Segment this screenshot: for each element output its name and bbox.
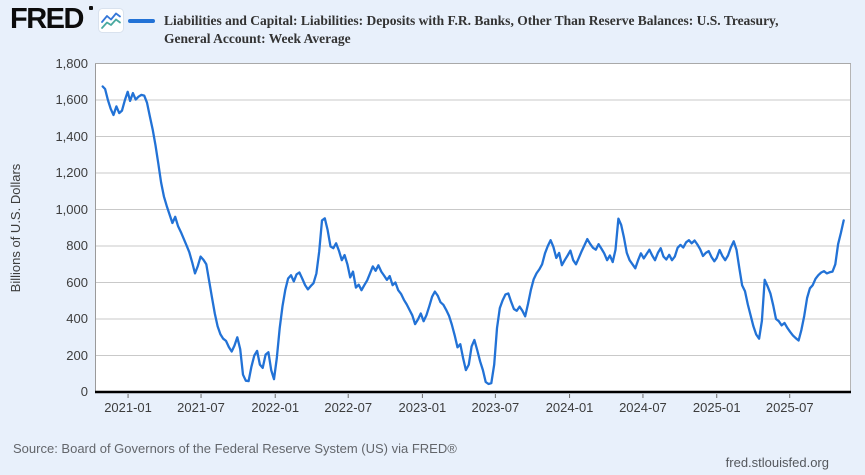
chart-legend: Liabilities and Capital: Liabilities: De… (128, 12, 778, 47)
series-line[interactable] (101, 85, 845, 386)
series-title: Liabilities and Capital: Liabilities: De… (164, 12, 778, 47)
series-title-line2: General Account: Week Average (164, 30, 351, 46)
plot-background (95, 63, 851, 393)
x-tick-label-2024-07: 2024-07 (619, 400, 667, 415)
y-tick-label-600: 600 (66, 274, 88, 290)
y-tick-label-1800: 1,800 (55, 55, 88, 71)
y-tick-label-800: 800 (66, 238, 88, 253)
fred-logo-text: FRED (10, 3, 84, 35)
legend-line-swatch (128, 19, 155, 23)
x-tick-label-2021-07: 2021-07 (177, 400, 225, 415)
source-note: Source: Board of Governors of the Federa… (13, 441, 457, 456)
series-title-line1: Liabilities and Capital: Liabilities: De… (164, 13, 779, 28)
fred-logo[interactable]: FRED (10, 3, 124, 35)
x-tick-label-2025-01: 2025-01 (692, 400, 741, 415)
y-tick-label-1200: 1,200 (55, 165, 88, 180)
chart-plot-area[interactable] (95, 63, 851, 403)
y-axis-title: Billions of U.S. Dollars (8, 163, 23, 293)
x-tick-label-2023-01: 2023-01 (398, 400, 447, 415)
y-tick-label-1400: 1,400 (55, 128, 88, 144)
x-tick-label-2021-01: 2021-01 (104, 400, 152, 415)
y-tick-label-200: 200 (66, 347, 88, 363)
x-tick-label-2024-01: 2024-01 (545, 400, 594, 415)
y-tick-label-0: 0 (80, 384, 88, 399)
fred-site-link[interactable]: fred.stlouisfed.org (725, 455, 829, 470)
y-tick-label-400: 400 (66, 311, 88, 326)
registered-trademark-icon (88, 6, 93, 10)
y-tick-label-1000: 1,000 (55, 201, 88, 217)
x-tick-label-2025-07: 2025-07 (765, 400, 814, 415)
x-tick-label-2022-07: 2022-07 (324, 400, 373, 415)
fred-logo-chart-icon (97, 8, 124, 33)
y-tick-label-1600: 1,600 (55, 92, 88, 107)
x-tick-label-2022-01: 2022-01 (251, 400, 300, 415)
x-tick-label-2023-07: 2023-07 (471, 400, 520, 415)
